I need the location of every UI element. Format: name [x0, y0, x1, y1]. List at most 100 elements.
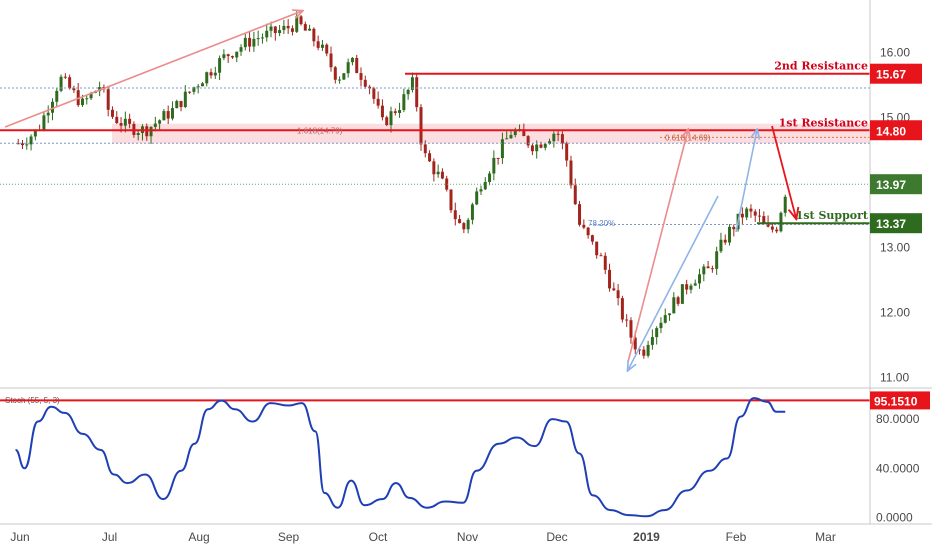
candle-body: [265, 30, 269, 38]
candle-body: [719, 239, 723, 252]
candle-body: [556, 133, 560, 135]
candle-body: [655, 328, 659, 338]
y-tick-label: 16.00: [880, 45, 910, 59]
price-tag-label: 15.67: [876, 68, 906, 82]
candle-body: [483, 181, 487, 190]
x-tick-label: Feb: [726, 530, 747, 544]
candle-body: [505, 138, 509, 140]
candle-body: [775, 229, 779, 232]
candle-body: [428, 153, 432, 162]
candle-body: [188, 91, 192, 93]
candle-body: [355, 57, 359, 74]
candle-body: [128, 118, 132, 124]
candle-body: [252, 38, 256, 47]
candle-body: [380, 105, 384, 118]
candle-body: [672, 297, 676, 314]
candle-body: [573, 185, 577, 205]
candle-body: [303, 24, 307, 31]
candle-body: [616, 290, 620, 299]
candle-body: [63, 76, 67, 78]
candle-body: [732, 226, 736, 230]
candle-body: [693, 283, 697, 286]
candle-body: [295, 16, 299, 32]
x-tick-label: Aug: [188, 530, 209, 544]
candle-body: [462, 223, 466, 230]
candle-body: [595, 241, 599, 256]
candle-body: [29, 136, 33, 145]
candle-body: [633, 337, 637, 350]
x-tick-label: Oct: [369, 530, 388, 544]
projection-arrow: [627, 130, 688, 363]
candle-body: [342, 73, 346, 80]
arrows-layer: [4, 11, 796, 370]
candle-body: [783, 196, 787, 213]
candle-body: [260, 37, 264, 39]
candle-body: [42, 115, 46, 131]
candle-body: [68, 77, 72, 89]
x-tick-label: Sep: [278, 530, 300, 544]
candle-body: [608, 269, 612, 289]
oscillator-layer: Stoch (55, 5, 3): [0, 387, 932, 518]
candle-body: [299, 16, 303, 25]
candle-body: [500, 139, 504, 159]
candle-body: [222, 54, 226, 59]
candle-body: [269, 26, 273, 31]
candle-body: [663, 315, 667, 323]
candle-body: [470, 204, 474, 220]
candle-body: [393, 111, 397, 113]
candle-body: [509, 135, 513, 139]
candle-body: [170, 108, 174, 119]
level-label: 2nd Resistance: [774, 60, 868, 73]
candle-body: [638, 349, 642, 351]
candle-body: [650, 337, 654, 345]
candle-body: [436, 171, 440, 175]
candle-body: [603, 255, 607, 270]
price-tag-label: 13.37: [876, 217, 906, 231]
candle-body: [745, 208, 749, 218]
candle-body: [702, 266, 706, 275]
candles-layer: [16, 11, 787, 359]
candle-body: [175, 101, 179, 109]
price-tag-label: 14.80: [876, 124, 906, 138]
candle-body: [333, 67, 337, 80]
candle-body: [565, 143, 569, 161]
candle-body: [363, 79, 367, 87]
candle-body: [530, 145, 534, 152]
candle-body: [282, 25, 286, 31]
candle-body: [325, 44, 329, 54]
candle-body: [753, 211, 757, 216]
x-tick-label: 2019: [633, 530, 660, 544]
candle-body: [312, 28, 316, 42]
candle-body: [183, 91, 187, 108]
candle-body: [389, 111, 393, 126]
candle-body: [728, 226, 732, 243]
candle-body: [273, 26, 277, 34]
candle-body: [20, 143, 24, 146]
candle-body: [235, 51, 239, 58]
candle-body: [98, 87, 102, 92]
candle-body: [676, 297, 680, 304]
candle-body: [162, 111, 166, 121]
candle-body: [766, 223, 770, 227]
candle-body: [205, 72, 209, 84]
candle-body: [423, 144, 427, 154]
candle-body: [89, 92, 93, 99]
candle-body: [72, 88, 76, 91]
candle-body: [560, 134, 564, 144]
candle-body: [192, 87, 196, 92]
fib-label: 1.618(14.79): [297, 127, 343, 136]
candle-body: [466, 219, 470, 230]
candle-body: [419, 107, 423, 145]
candle-body: [209, 72, 213, 76]
candle-body: [449, 189, 453, 211]
candle-body: [398, 109, 402, 113]
candle-body: [625, 319, 629, 321]
candle-body: [16, 143, 20, 145]
candle-body: [239, 47, 243, 52]
candle-body: [535, 144, 539, 152]
candle-body: [710, 268, 714, 270]
candle-body: [402, 94, 406, 110]
candle-body: [55, 90, 59, 102]
